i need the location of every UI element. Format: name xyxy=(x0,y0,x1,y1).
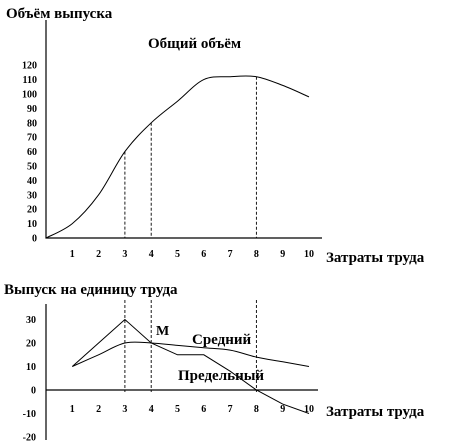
top-y-tick-label: 50 xyxy=(27,162,37,173)
total-output-chart: Объём выпуска Затраты труда Общий объём … xyxy=(6,6,425,266)
bottom-guides xyxy=(124,300,257,392)
bottom-x-tick-label: 3 xyxy=(122,404,127,415)
top-x-axis-label: Затраты труда xyxy=(326,250,425,266)
point-m-label: M xyxy=(156,324,169,339)
top-y-tick-label: 20 xyxy=(27,205,37,216)
top-x-tick-label: 9 xyxy=(280,249,285,260)
top-y-ticks: 0 10 20 30 40 50 60 70 80 90 100 110 120 xyxy=(22,61,37,245)
bottom-y-tick-label: -10 xyxy=(23,409,36,420)
bottom-x-tick-label: 2 xyxy=(96,404,101,415)
marginal-product-line xyxy=(71,318,310,414)
bottom-x-tick-label: 7 xyxy=(228,404,233,415)
top-y-tick-label: 110 xyxy=(23,75,37,86)
top-y-tick-label: 80 xyxy=(27,118,37,129)
top-y-tick-label: 30 xyxy=(27,190,37,201)
bottom-x-tick-label: 6 xyxy=(201,404,206,415)
bottom-y-tick-label: 10 xyxy=(26,362,36,373)
top-y-tick-label: 0 xyxy=(32,234,37,245)
bottom-y-tick-label: 30 xyxy=(26,315,36,326)
top-y-tick-label: 100 xyxy=(22,90,37,101)
top-y-tick-label: 60 xyxy=(27,147,37,158)
top-y-tick-label: 10 xyxy=(27,219,37,230)
bottom-x-tick-label: 5 xyxy=(175,404,180,415)
top-y-tick-label: 120 xyxy=(22,61,37,72)
average-series-label: Средний xyxy=(192,332,252,348)
bottom-x-tick-label: 9 xyxy=(280,404,285,415)
bottom-x-tick-label: 1 xyxy=(70,404,75,415)
top-x-tick-label: 7 xyxy=(228,249,233,260)
top-guides xyxy=(124,76,257,238)
bottom-x-ticks: 1 2 3 4 5 6 7 8 9 10 xyxy=(70,404,314,415)
bottom-y-axis-label: Выпуск на единицу труда xyxy=(4,282,178,298)
bottom-y-tick-label: 0 xyxy=(31,386,36,397)
top-x-tick-label: 8 xyxy=(254,249,259,260)
bottom-y-ticks: -20 -10 0 10 20 30 xyxy=(23,315,36,444)
bottom-x-tick-label: 8 xyxy=(254,404,259,415)
top-x-tick-label: 4 xyxy=(149,249,154,260)
marginal-series-label: Предельный xyxy=(178,368,264,384)
top-y-axis-label: Объём выпуска xyxy=(6,6,113,22)
top-x-tick-label: 1 xyxy=(70,249,75,260)
bottom-x-axis-label: Затраты труда xyxy=(326,404,425,420)
bottom-y-tick-label: 20 xyxy=(26,339,36,350)
bottom-y-tick-label: -20 xyxy=(23,433,36,444)
top-x-tick-label: 10 xyxy=(304,249,314,260)
average-product-line xyxy=(72,341,310,367)
top-y-tick-label: 90 xyxy=(27,104,37,115)
top-axes xyxy=(45,20,322,239)
bottom-x-tick-label: 4 xyxy=(149,404,154,415)
top-x-tick-label: 2 xyxy=(96,249,101,260)
top-y-tick-label: 40 xyxy=(27,176,37,187)
total-series-label: Общий объём xyxy=(148,36,241,52)
top-x-tick-label: 6 xyxy=(201,249,206,260)
bottom-x-tick-label: 10 xyxy=(304,404,314,415)
top-x-tick-label: 3 xyxy=(122,249,127,260)
top-y-tick-label: 70 xyxy=(27,133,37,144)
total-output-line xyxy=(45,75,310,239)
bottom-axes xyxy=(45,304,318,440)
top-x-ticks: 1 2 3 4 5 6 7 8 9 10 xyxy=(70,249,314,260)
per-unit-chart: Выпуск на единицу труда Затраты труда M … xyxy=(4,282,425,444)
top-x-tick-label: 5 xyxy=(175,249,180,260)
